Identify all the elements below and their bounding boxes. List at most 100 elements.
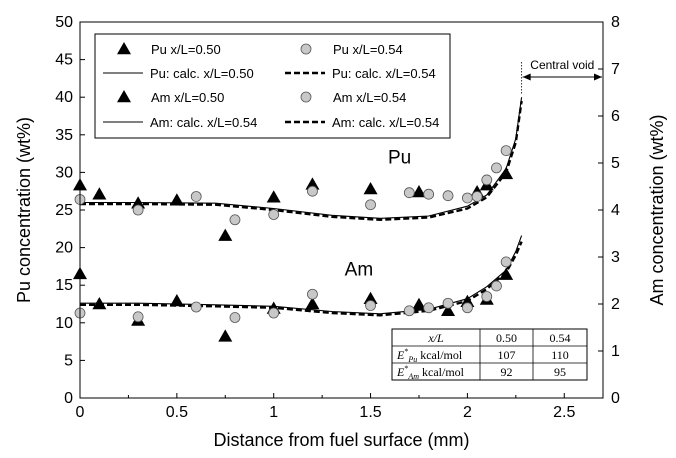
- data-point-circle: [462, 302, 473, 314]
- data-point-triangle: [305, 177, 320, 190]
- y-left-tick-label: 5: [64, 352, 73, 369]
- data-point-triangle: [169, 193, 184, 206]
- x-tick-label: 2: [463, 404, 472, 421]
- legend-box: [94, 33, 451, 139]
- table-row-label: E*Pu kcal/mol: [396, 347, 463, 364]
- data-point-circle: [500, 256, 512, 268]
- y-right-tick-label: 0: [611, 390, 620, 407]
- y-left-tick-label: 40: [55, 89, 73, 106]
- y-left-tick-label: 30: [55, 164, 73, 181]
- y-right-tick-label: 3: [611, 249, 620, 266]
- data-point-triangle: [305, 297, 320, 310]
- data-point-circle: [442, 297, 454, 309]
- table-frame: [391, 328, 588, 381]
- data-point-circle: [491, 280, 502, 292]
- x-tick-label: 1.5: [359, 404, 381, 421]
- data-point-circle: [423, 188, 435, 200]
- y-left-tick-label: 10: [55, 315, 73, 332]
- data-point-triangle: [499, 267, 514, 280]
- data-point-circle: [462, 192, 473, 204]
- y-left-tick-label: 25: [55, 202, 73, 219]
- data-point-triangle: [499, 166, 514, 180]
- data-point-circle: [403, 187, 415, 199]
- central-void-label: Central void: [530, 58, 594, 72]
- legend: Pu x/L=0.50 Pu x/L=0.54 Pu: calc. x/L=0.50…: [94, 33, 451, 139]
- legend-circle-marker: [300, 43, 312, 55]
- data-point-circle: [132, 311, 144, 323]
- table-header-col1: 0.50: [496, 331, 517, 345]
- data-point-circle: [229, 214, 241, 226]
- data-point-circle: [132, 204, 144, 216]
- pu-curve-label: Pu: [388, 147, 411, 168]
- table-value: 107: [498, 348, 516, 362]
- data-point-circle: [423, 302, 435, 314]
- data-point-circle: [471, 191, 483, 202]
- data-point-triangle: [363, 181, 378, 195]
- data-point-circle: [190, 191, 202, 202]
- data-point-triangle: [441, 303, 456, 317]
- axes: 0 0.5 1 1.5 2 2.50510152025303540455001234567…: [14, 14, 667, 450]
- x-tick-label: 0: [76, 404, 85, 421]
- legend-triangle-marker: [117, 90, 131, 103]
- table-value: 92: [501, 365, 513, 379]
- data-point-circle: [229, 312, 241, 323]
- y-left-tick-label: 0: [64, 390, 73, 407]
- parameter-table: x/L 0.50 0.54 E*Pu kcal/mol 107 110 E*Am kcal/…: [391, 328, 588, 381]
- y-right-tick-label: 1: [611, 343, 620, 360]
- legend-entry-label: Am x/L=0.54: [333, 90, 406, 105]
- data-point-circle: [500, 145, 512, 156]
- legend-entry-label: Pu x/L=0.54: [333, 42, 403, 57]
- data-point-triangle: [411, 297, 426, 311]
- y-left-tick-label: 45: [55, 52, 73, 69]
- legend-entry-label: Pu: calc. x/L=0.50: [150, 66, 254, 81]
- data-point-circle: [442, 190, 454, 202]
- table-value: 95: [554, 365, 566, 379]
- data-point-triangle: [218, 329, 233, 342]
- y-right-tick-label: 4: [611, 202, 620, 219]
- data-point-circle: [365, 199, 376, 211]
- y-right-axis-label: Am concentration (wt%): [647, 114, 667, 305]
- y-right-tick-label: 7: [611, 61, 620, 78]
- x-tick-label: 1: [269, 404, 278, 421]
- table-row-label: E*Am kcal/mol: [396, 364, 465, 381]
- y-right-tick-label: 8: [611, 14, 620, 31]
- y-left-tick-label: 20: [55, 240, 73, 257]
- legend-entry-label: Pu: calc. x/L=0.54: [332, 66, 436, 81]
- data-point-triangle: [169, 293, 184, 307]
- y-left-axis-label: Pu concentration (wt%): [14, 117, 34, 303]
- table-value: 110: [551, 348, 569, 362]
- legend-entry-label: Am x/L=0.50: [151, 90, 224, 105]
- x-axis-label: Distance from fuel surface (mm): [213, 430, 469, 450]
- data-point-circle: [365, 300, 376, 311]
- annotations: Pu Am Central void: [345, 58, 602, 280]
- am-curve-label: Am: [345, 259, 374, 280]
- data-point-circle: [268, 209, 280, 220]
- x-tick-label: 0.5: [166, 404, 188, 421]
- data-point-triangle: [218, 228, 233, 241]
- calc-curve-line: [80, 100, 523, 222]
- data-point-triangle: [266, 190, 281, 203]
- data-point-circle: [481, 174, 493, 186]
- data-point-triangle: [92, 187, 107, 200]
- data-points: [73, 145, 514, 342]
- table-header-col2: 0.54: [550, 331, 571, 345]
- data-point-triangle: [92, 297, 107, 310]
- y-left-tick-label: 50: [55, 14, 73, 31]
- y-left-tick-label: 15: [55, 277, 73, 294]
- y-right-tick-label: 5: [611, 155, 620, 172]
- y-left-tick-label: 35: [55, 127, 73, 144]
- data-point-circle: [307, 185, 318, 197]
- y-right-tick-label: 2: [611, 296, 620, 313]
- data-point-circle: [190, 301, 202, 313]
- data-point-triangle: [363, 291, 378, 304]
- data-point-circle: [481, 291, 493, 302]
- legend-triangle-marker: [117, 42, 131, 55]
- x-tick-label: 2.5: [553, 404, 575, 421]
- data-point-circle: [307, 288, 318, 300]
- table-header-xl: x/L: [427, 331, 444, 345]
- data-point-triangle: [131, 196, 146, 209]
- data-point-circle: [491, 162, 502, 174]
- arrow-head-left-icon: [522, 73, 531, 81]
- arrow-head-right-icon: [594, 73, 602, 81]
